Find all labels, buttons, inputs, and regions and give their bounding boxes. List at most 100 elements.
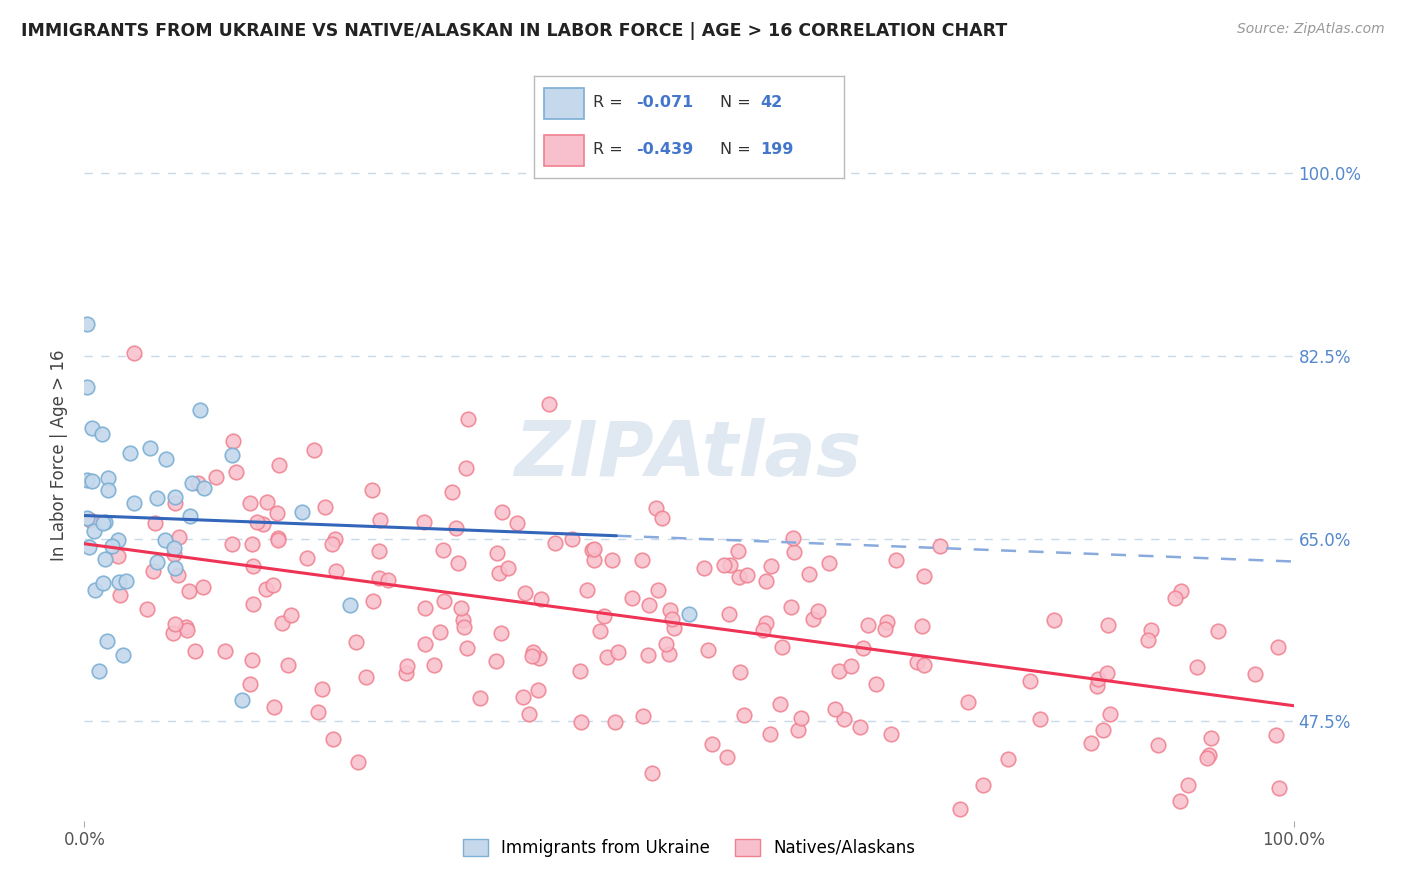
Point — [361, 593, 384, 607]
Point — [395, 659, 418, 673]
Point — [733, 707, 755, 722]
Point — [581, 543, 603, 558]
Point — [311, 682, 333, 697]
Point — [527, 650, 550, 665]
Point — [1206, 624, 1229, 638]
Point — [221, 537, 243, 551]
Point — [193, 580, 215, 594]
Point — [80, 421, 103, 435]
Legend: Immigrants from Ukraine, Natives/Alaskans: Immigrants from Ukraine, Natives/Alaskan… — [456, 832, 922, 863]
Point — [163, 496, 186, 510]
Point — [1029, 712, 1052, 726]
Point — [828, 664, 851, 678]
Point — [596, 650, 619, 665]
Point — [589, 624, 612, 639]
Point — [713, 558, 735, 573]
Point — [254, 582, 277, 596]
Point — [377, 574, 399, 588]
Point — [107, 533, 129, 547]
Point — [246, 515, 269, 529]
Point — [155, 451, 177, 466]
Point — [912, 657, 935, 672]
Point — [96, 634, 118, 648]
Point — [571, 715, 593, 730]
Point — [647, 583, 669, 598]
Point — [239, 496, 262, 510]
Point — [155, 533, 177, 548]
Text: Source: ZipAtlas.com: Source: ZipAtlas.com — [1237, 22, 1385, 37]
Point — [488, 566, 510, 580]
Point — [240, 536, 263, 550]
Point — [180, 476, 202, 491]
Point — [451, 613, 474, 627]
Point — [582, 553, 605, 567]
Point — [413, 600, 436, 615]
Point — [346, 755, 368, 769]
Point — [910, 619, 932, 633]
Point — [873, 622, 896, 636]
Point — [450, 601, 472, 615]
Point — [413, 515, 436, 529]
Point — [1264, 728, 1286, 742]
Point — [94, 551, 117, 566]
Point — [429, 625, 451, 640]
Point — [307, 705, 329, 719]
Point — [266, 506, 288, 520]
Point — [780, 600, 803, 615]
Point — [1267, 640, 1289, 654]
Bar — [544, 136, 583, 166]
Text: -0.071: -0.071 — [637, 95, 693, 110]
Point — [314, 500, 336, 514]
Point — [949, 802, 972, 816]
Point — [174, 619, 197, 633]
Point — [782, 531, 804, 545]
Point — [884, 553, 907, 567]
Text: 199: 199 — [761, 142, 793, 157]
Point — [658, 603, 681, 617]
Point — [79, 513, 101, 527]
Point — [221, 434, 243, 448]
Point — [852, 640, 875, 655]
Point — [163, 561, 186, 575]
Point — [94, 515, 117, 529]
Point — [367, 571, 389, 585]
Point — [395, 665, 418, 680]
Point — [447, 557, 470, 571]
Point — [291, 505, 314, 519]
Point — [456, 460, 478, 475]
Point — [498, 561, 520, 575]
Point — [262, 577, 284, 591]
Point — [457, 412, 479, 426]
Text: 42: 42 — [761, 95, 782, 110]
Point — [538, 397, 561, 411]
Point — [179, 508, 201, 523]
Point — [1164, 591, 1187, 605]
Point — [231, 693, 253, 707]
Point — [221, 448, 243, 462]
Point — [267, 533, 290, 548]
Point — [1097, 617, 1119, 632]
Point — [446, 521, 468, 535]
Point — [110, 588, 132, 602]
Point — [807, 604, 830, 618]
Point — [97, 470, 120, 484]
Point — [339, 599, 361, 613]
Point — [658, 648, 681, 662]
Point — [177, 583, 200, 598]
Point — [90, 426, 112, 441]
Point — [1085, 679, 1108, 693]
Text: N =: N = — [720, 95, 756, 110]
Point — [367, 543, 389, 558]
Point — [1168, 794, 1191, 808]
Point — [240, 653, 263, 667]
Point — [87, 664, 110, 678]
Point — [413, 637, 436, 651]
Point — [1091, 723, 1114, 737]
Point — [1195, 751, 1218, 765]
Point — [824, 702, 846, 716]
Point — [356, 670, 378, 684]
Point — [76, 318, 98, 332]
Point — [1087, 672, 1109, 686]
Point — [818, 556, 841, 570]
Point — [485, 654, 508, 668]
